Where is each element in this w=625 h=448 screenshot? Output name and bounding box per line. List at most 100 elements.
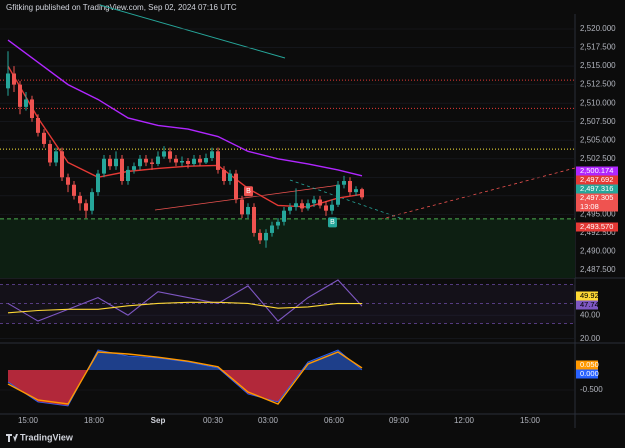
candle-body [84,203,88,211]
candle-body [114,158,118,167]
candle-body [216,151,220,170]
signal-marker [328,217,337,228]
candle-body [306,203,310,209]
candle-body [60,151,64,178]
candle-body [240,199,244,215]
candle-body [258,232,262,241]
y-tick-label: 2,492.500 [580,228,616,237]
value-label: 0.000 [580,369,599,378]
candle-body [336,184,340,205]
candle-body [210,151,214,159]
candle-body [246,206,250,215]
header: Gfitking published on TradingView.com, S… [6,3,237,12]
candle-body [186,160,190,164]
signal-label: B [246,188,251,195]
y-tick-label: -0.500 [580,385,603,394]
candle-body [108,158,112,167]
y-tick-label: 2,515.000 [580,61,616,70]
candle-body [300,203,304,209]
value-label-box [576,369,598,379]
candle-body [228,173,232,182]
x-tick-label: 12:00 [454,416,475,425]
candle-body [222,169,226,182]
candle-body [330,204,334,211]
y-tick-label: 20.00 [580,334,601,343]
candle-body [192,158,196,164]
candle-body [354,189,358,193]
candle-body [342,181,346,185]
y-tick-label: 2,507.500 [580,117,616,126]
trend-line [339,167,576,231]
price-label-box [576,175,618,185]
candle-body [36,117,40,133]
price-label-box [576,166,618,176]
candle-body [288,206,292,211]
zone [0,218,575,278]
price-label-box [576,184,618,194]
candle-body [348,181,352,193]
candle-body [150,162,154,164]
y-tick-label: 40.00 [580,310,601,319]
candle-body [282,210,286,222]
y-tick-label: 2,495.000 [580,209,616,218]
trend-line [154,184,341,211]
candle-body [30,99,34,118]
candle-body [12,73,16,85]
candle-body [126,169,130,182]
candle-body [54,151,58,163]
value-label: 47.74 [580,300,599,309]
candle-body [294,203,298,207]
candle-body [138,158,142,167]
moving-average [7,39,363,177]
candle-body [162,151,166,157]
candle-body [270,225,274,233]
x-tick-label: 00:30 [203,416,224,425]
price-label-box [576,202,618,212]
candle-body [312,199,316,204]
candle-body [120,158,124,182]
band-fill [0,284,575,324]
candle-body [360,189,364,198]
candle-body [252,206,256,233]
price-label: 13:08 [580,202,599,211]
candle-body [72,184,76,196]
candle-body [264,232,268,241]
value-label: 0.050 [580,360,599,369]
logo [6,434,18,442]
indicator-line [7,301,363,314]
x-tick-label: 03:00 [258,416,279,425]
value-label: 49.92 [580,291,599,300]
x-tick-label: 15:00 [18,416,39,425]
histogram-area [8,370,362,406]
y-tick-label: 2,505.000 [580,135,616,144]
candle-body [90,192,94,211]
price-label: 2,500.174 [580,166,613,175]
value-label-box [576,291,598,301]
x-tick-label: Sep [151,416,166,425]
candle-body [6,73,10,89]
trend-line [99,4,286,59]
candle-body [156,156,160,164]
value-label-box [576,360,598,370]
value-label-box [576,300,598,310]
candle-body [78,195,82,204]
candle-body [24,99,28,107]
price-label: 2,497.316 [580,184,613,193]
candle-body [234,173,238,200]
y-tick-label: 2,510.000 [580,98,616,107]
oscillator-line [7,349,363,407]
x-tick-label: 09:00 [389,416,410,425]
signal-marker [244,186,253,197]
candle-body [174,158,178,163]
signal-label: B [330,219,335,226]
candle-body [42,132,46,144]
y-tick-label: 2,487.500 [580,265,616,274]
candle-body [66,177,70,185]
x-tick-label: 06:00 [324,416,345,425]
candle-body [276,221,280,226]
x-tick-label: 18:00 [84,416,105,425]
candle-body [168,151,172,159]
brand: TradingView [20,432,74,442]
price-label: 2,497.305 [580,193,613,202]
